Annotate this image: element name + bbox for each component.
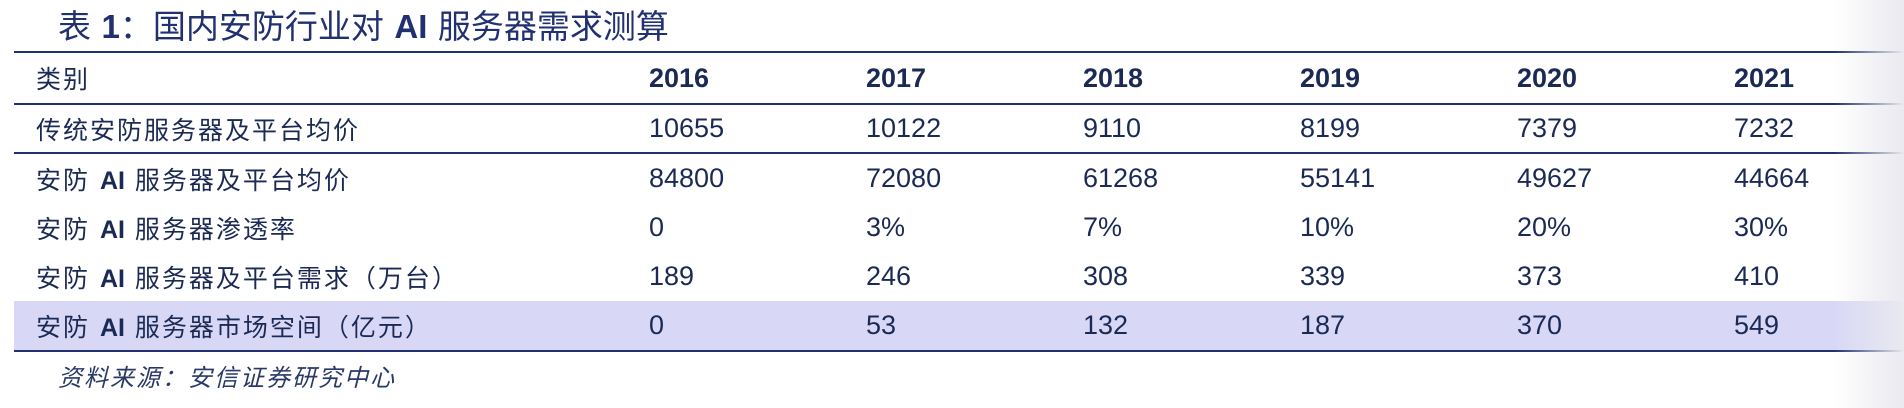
row-label-suffix: 服务器及平台均价 xyxy=(124,165,351,195)
table-cell: 72080 xyxy=(866,163,942,193)
table-cell: 373 xyxy=(1517,261,1563,291)
table-row: 安防 AI 服务器及平台均价 84800 72080 61268 55141 4… xyxy=(14,154,1904,203)
row-label-prefix: 安防 xyxy=(36,263,100,293)
row-label: 安防 AI 服务器及平台需求（万台） xyxy=(14,259,649,295)
row-label: 传统安防服务器及平台均价 xyxy=(14,111,649,147)
header-year-2019: 2019 xyxy=(1300,62,1361,93)
table-cell: 61268 xyxy=(1083,163,1159,193)
row-label-suffix: 服务器渗透率 xyxy=(124,214,297,244)
table-cell: 49627 xyxy=(1517,163,1593,193)
table-cell: 132 xyxy=(1083,310,1129,340)
row-label-ai: AI xyxy=(99,215,125,244)
header-year-2018: 2018 xyxy=(1083,62,1144,93)
table-cell: 308 xyxy=(1083,261,1129,291)
table-row: 安防 AI 服务器及平台需求（万台） 189 246 308 339 373 4… xyxy=(14,252,1904,301)
table-cell: 44664 xyxy=(1734,163,1810,193)
title-number: 1 xyxy=(101,8,120,45)
header-category: 类别 xyxy=(36,65,91,94)
table-cell: 8199 xyxy=(1300,113,1361,143)
row-label: 安防 AI 服务器市场空间（亿元） xyxy=(14,308,649,344)
row-label-text: 传统安防服务器及平台均价 xyxy=(36,115,361,145)
table-cell: 3% xyxy=(866,212,906,242)
row-label-prefix: 安防 xyxy=(36,214,100,244)
table-cell: 7232 xyxy=(1734,113,1795,143)
row-label-prefix: 安防 xyxy=(36,165,100,195)
row-label-ai: AI xyxy=(99,313,125,342)
row-label: 安防 AI 服务器渗透率 xyxy=(14,210,649,246)
row-label-suffix: 服务器市场空间（亿元） xyxy=(124,312,432,342)
table-cell: 246 xyxy=(866,261,912,291)
table-cell: 0 xyxy=(649,310,665,340)
table-header-row: 类别 2016 2017 2018 2019 2020 2021 xyxy=(14,53,1904,105)
title-prefix: 表 xyxy=(58,7,102,46)
header-year-2020: 2020 xyxy=(1517,62,1578,93)
table-cell: 549 xyxy=(1734,310,1780,340)
table-cell: 370 xyxy=(1517,310,1563,340)
table-row: 安防 AI 服务器渗透率 0 3% 7% 10% 20% 30% xyxy=(14,203,1904,252)
table-cell: 7% xyxy=(1083,212,1123,242)
table-cell: 30% xyxy=(1734,212,1789,242)
table-cell: 187 xyxy=(1300,310,1346,340)
table-row-highlighted: 安防 AI 服务器市场空间（亿元） 0 53 132 187 370 549 xyxy=(14,301,1904,350)
header-year-2016: 2016 xyxy=(649,62,710,93)
table-cell: 7379 xyxy=(1517,113,1578,143)
table-cell: 10122 xyxy=(866,113,942,143)
table-cell: 410 xyxy=(1734,261,1780,291)
table-cell: 20% xyxy=(1517,212,1572,242)
row-label-suffix: 服务器及平台需求（万台） xyxy=(124,263,459,293)
table-cell: 0 xyxy=(649,212,665,242)
table-cell: 10% xyxy=(1300,212,1355,242)
table-cell: 53 xyxy=(866,310,897,340)
title-ai: AI xyxy=(394,8,428,45)
table-cell: 9110 xyxy=(1083,113,1142,143)
table-cell: 10655 xyxy=(649,113,725,143)
table-cell: 55141 xyxy=(1300,163,1376,193)
title-rest: 服务器需求测算 xyxy=(427,7,669,46)
row-label-ai: AI xyxy=(99,264,125,293)
row-label-ai: AI xyxy=(99,166,125,195)
table-title: 表 1：国内安防行业对 AI 服务器需求测算 xyxy=(58,4,669,50)
header-year-2021: 2021 xyxy=(1734,62,1795,93)
row-label-prefix: 安防 xyxy=(36,312,100,342)
title-suffix: ：国内安防行业对 xyxy=(119,7,395,46)
table-cell: 84800 xyxy=(649,163,725,193)
table-cell: 189 xyxy=(649,261,695,291)
header-year-2017: 2017 xyxy=(866,62,927,93)
row-label: 安防 AI 服务器及平台均价 xyxy=(14,161,649,197)
source-note: 资料来源：安信证券研究中心 xyxy=(58,364,396,392)
data-table: 类别 2016 2017 2018 2019 2020 2021 传统安防服务器… xyxy=(14,51,1904,352)
table-cell: 339 xyxy=(1300,261,1346,291)
table-row: 传统安防服务器及平台均价 10655 10122 9110 8199 7379 … xyxy=(14,105,1904,154)
